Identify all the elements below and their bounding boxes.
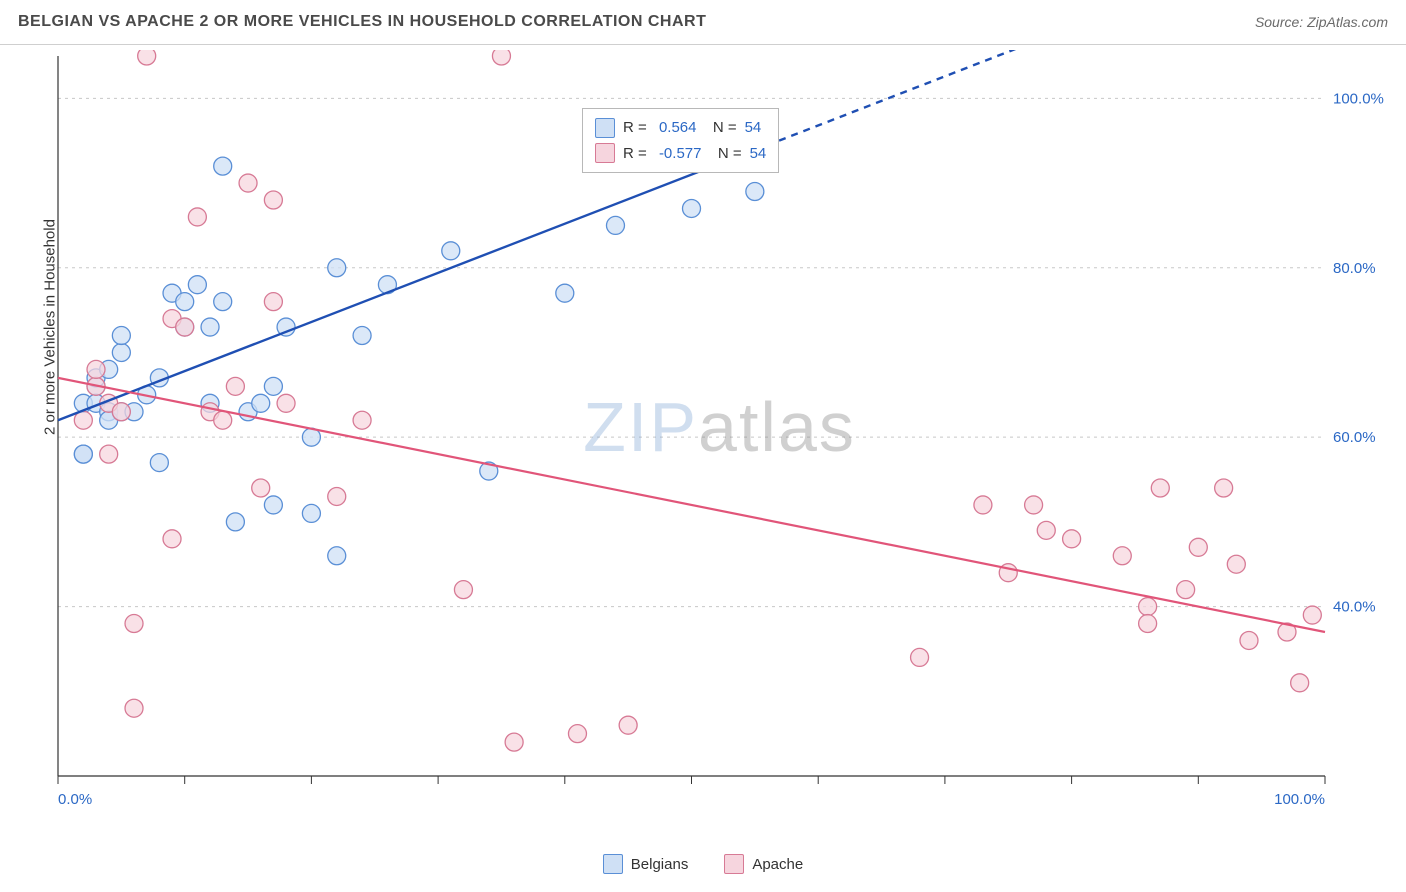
scatter-point-apache xyxy=(125,615,143,633)
stats-N-value: 54 xyxy=(750,141,767,167)
scatter-plot: 40.0% 60.0% 80.0% 100.0% 0.0% 100.0% 2 or mor… xyxy=(42,50,1397,820)
y-tick-label: 100.0% xyxy=(1333,90,1384,107)
scatter-point-belgians xyxy=(353,327,371,345)
stats-N-value: 54 xyxy=(745,115,762,141)
legend-item-belgians: Belgians xyxy=(603,854,689,874)
scatter-point-belgians xyxy=(302,504,320,522)
scatter-point-apache xyxy=(87,360,105,378)
scatter-point-apache xyxy=(1063,530,1081,548)
scatter-point-apache xyxy=(568,725,586,743)
scatter-point-apache xyxy=(1227,555,1245,573)
scatter-point-belgians xyxy=(150,454,168,472)
stats-R-label: R = xyxy=(623,115,651,141)
y-tick-label: 80.0% xyxy=(1333,260,1376,277)
stats-R-label: R = xyxy=(623,141,651,167)
stats-N-label: N = xyxy=(704,115,736,141)
scatter-point-apache xyxy=(188,208,206,226)
stats-swatch-apache xyxy=(595,143,615,163)
scatter-point-apache xyxy=(125,699,143,717)
scatter-point-apache xyxy=(277,394,295,412)
scatter-point-apache xyxy=(176,318,194,336)
scatter-point-belgians xyxy=(74,445,92,463)
scatter-point-apache xyxy=(100,445,118,463)
scatter-point-apache xyxy=(138,50,156,65)
y-tick-label: 40.0% xyxy=(1333,599,1376,616)
scatter-point-apache xyxy=(226,377,244,395)
scatter-point-apache xyxy=(619,716,637,734)
scatter-point-apache xyxy=(163,530,181,548)
scatter-point-belgians xyxy=(188,276,206,294)
scatter-point-apache xyxy=(1240,631,1258,649)
scatter-point-belgians xyxy=(226,513,244,531)
scatter-point-apache xyxy=(505,733,523,751)
scatter-point-belgians xyxy=(252,394,270,412)
scatter-point-belgians xyxy=(264,377,282,395)
scatter-point-belgians xyxy=(606,216,624,234)
scatter-point-apache xyxy=(239,174,257,192)
scatter-point-belgians xyxy=(328,259,346,277)
scatter-point-belgians xyxy=(328,547,346,565)
scatter-point-apache xyxy=(454,581,472,599)
scatter-point-belgians xyxy=(201,318,219,336)
stats-row-belgians: R = 0.564 N = 54 xyxy=(595,115,766,141)
scatter-point-belgians xyxy=(442,242,460,260)
scatter-point-apache xyxy=(1215,479,1233,497)
scatter-point-belgians xyxy=(556,284,574,302)
scatter-point-apache xyxy=(353,411,371,429)
chart-title: BELGIAN VS APACHE 2 OR MORE VEHICLES IN … xyxy=(18,13,706,31)
scatter-point-apache xyxy=(252,479,270,497)
scatter-point-apache xyxy=(1139,598,1157,616)
scatter-point-belgians xyxy=(214,293,232,311)
stats-R-value: 0.564 xyxy=(659,115,697,141)
legend-label: Apache xyxy=(752,856,803,873)
scatter-point-belgians xyxy=(112,343,130,361)
chart-header: BELGIAN VS APACHE 2 OR MORE VEHICLES IN … xyxy=(0,0,1406,45)
trend-line-belgians-extrapolated xyxy=(755,50,1274,150)
scatter-point-belgians xyxy=(746,183,764,201)
scatter-point-apache xyxy=(1177,581,1195,599)
x-tick-label: 100.0% xyxy=(1274,791,1325,808)
stats-row-apache: R = -0.577 N = 54 xyxy=(595,141,766,167)
scatter-point-apache xyxy=(264,191,282,209)
scatter-point-apache xyxy=(1291,674,1309,692)
scatter-point-apache xyxy=(1189,538,1207,556)
scatter-point-apache xyxy=(1037,521,1055,539)
scatter-point-apache xyxy=(328,487,346,505)
scatter-point-apache xyxy=(911,648,929,666)
scatter-point-apache xyxy=(1025,496,1043,514)
x-tick-label: 0.0% xyxy=(58,791,92,808)
scatter-point-belgians xyxy=(214,157,232,175)
scatter-point-apache xyxy=(1151,479,1169,497)
scatter-point-apache xyxy=(1303,606,1321,624)
trend-line-belgians xyxy=(58,150,755,420)
legend-swatch xyxy=(724,854,744,874)
scatter-point-apache xyxy=(264,293,282,311)
scatter-point-belgians xyxy=(112,327,130,345)
y-tick-label: 60.0% xyxy=(1333,429,1376,446)
legend: Belgians Apache xyxy=(0,854,1406,874)
legend-item-apache: Apache xyxy=(724,854,803,874)
scatter-point-belgians xyxy=(264,496,282,514)
legend-label: Belgians xyxy=(631,856,689,873)
stats-R-value: -0.577 xyxy=(659,141,702,167)
y-axis-label: 2 or more Vehicles in Household xyxy=(42,219,59,435)
stats-N-label: N = xyxy=(709,141,741,167)
trend-line-apache xyxy=(58,378,1325,632)
scatter-point-belgians xyxy=(176,293,194,311)
legend-swatch xyxy=(603,854,623,874)
scatter-point-apache xyxy=(112,403,130,421)
scatter-point-apache xyxy=(1113,547,1131,565)
scatter-point-belgians xyxy=(683,199,701,217)
scatter-point-apache xyxy=(492,50,510,65)
source-attribution: Source: ZipAtlas.com xyxy=(1255,14,1388,30)
scatter-point-apache xyxy=(214,411,232,429)
scatter-point-apache xyxy=(974,496,992,514)
stats-swatch-belgians xyxy=(595,118,615,138)
scatter-point-apache xyxy=(1139,615,1157,633)
correlation-stats-box: R = 0.564 N = 54R = -0.577 N = 54 xyxy=(582,108,779,173)
